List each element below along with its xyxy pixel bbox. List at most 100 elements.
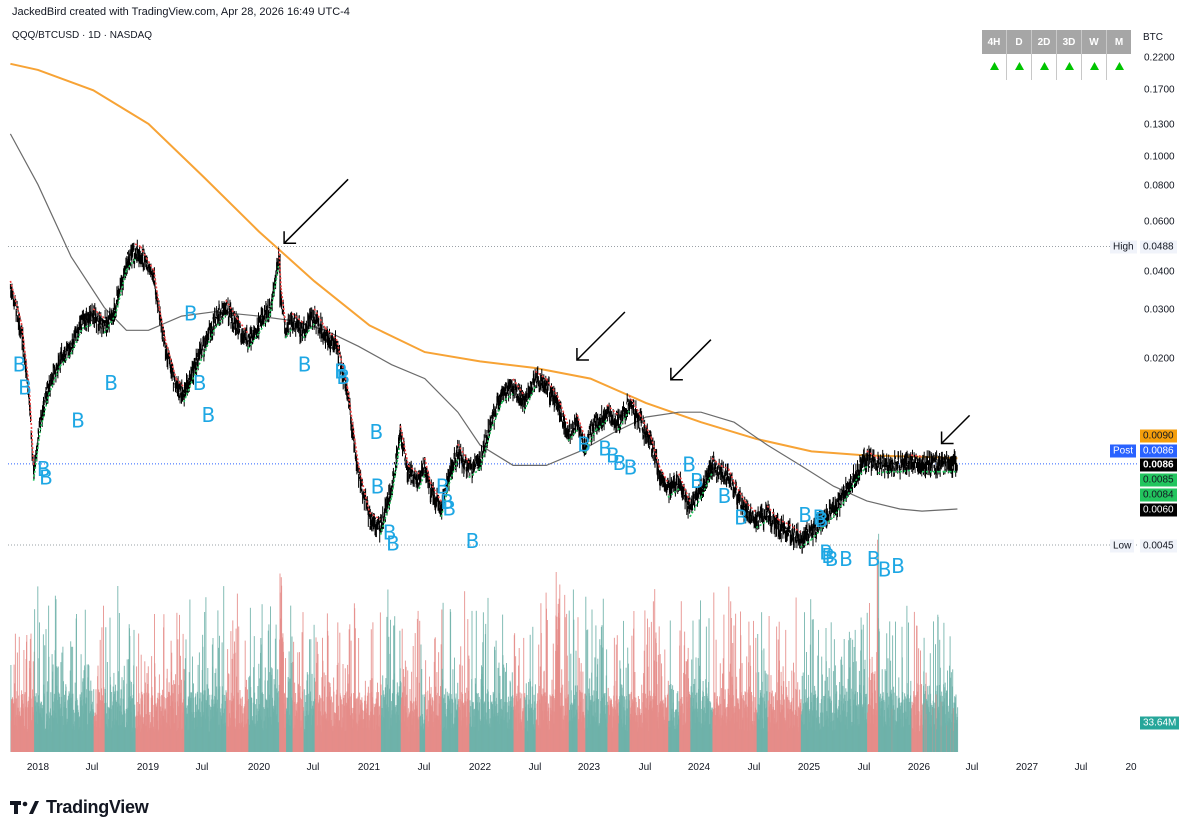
volume-bar xyxy=(568,610,570,752)
volume-bar xyxy=(562,684,564,752)
volume-bar xyxy=(269,672,271,752)
volume-bar xyxy=(212,638,214,752)
volume-bar xyxy=(235,628,237,752)
volume-bar xyxy=(821,656,823,752)
volume-bar xyxy=(769,692,771,752)
volume-bar xyxy=(684,661,686,752)
volume-bar xyxy=(28,660,30,752)
volume-bar xyxy=(637,707,638,752)
volume-bar xyxy=(616,635,618,752)
volume-bar xyxy=(900,702,902,752)
volume-bar xyxy=(854,629,856,752)
volume-bar xyxy=(699,665,700,752)
volume-bar xyxy=(90,680,92,752)
volume-bar xyxy=(56,667,58,752)
chart-caption: JackedBird created with TradingView.com,… xyxy=(12,6,350,18)
volume-bar xyxy=(743,701,745,752)
volume-bar xyxy=(730,601,732,752)
volume-bar xyxy=(728,586,730,752)
volume-bar xyxy=(386,616,388,752)
volume-bar xyxy=(768,616,770,752)
volume-bar xyxy=(946,690,947,752)
volume-bar xyxy=(750,665,752,752)
volume-bar xyxy=(421,669,423,752)
volume-bar xyxy=(182,633,184,752)
volume-bar xyxy=(184,658,186,752)
volume-bar xyxy=(656,684,658,752)
volume-bar xyxy=(452,702,454,752)
volume-bar xyxy=(833,639,835,752)
volume-bar xyxy=(245,687,246,752)
volume-bar xyxy=(268,624,270,752)
volume-bar xyxy=(388,636,390,752)
volume-bar xyxy=(84,609,86,752)
volume-bar xyxy=(299,697,301,752)
volume-bar xyxy=(288,651,290,752)
volume-bar xyxy=(757,634,759,752)
volume-bar xyxy=(327,635,329,752)
volume-bar xyxy=(587,629,589,752)
volume-bar xyxy=(111,692,113,752)
volume-bar xyxy=(920,650,921,752)
volume-bar xyxy=(163,614,165,752)
volume-bar xyxy=(403,686,405,752)
volume-bar xyxy=(895,621,896,752)
volume-bar xyxy=(950,677,952,752)
volume-bar xyxy=(518,648,520,752)
volume-bar xyxy=(205,597,207,752)
volume-bar xyxy=(887,658,889,752)
volume-bar xyxy=(34,609,36,752)
volume-bar xyxy=(866,612,868,752)
volume-bar xyxy=(816,698,818,752)
volume-bar xyxy=(60,662,62,752)
volume-bar xyxy=(260,644,262,752)
panel-divider xyxy=(1081,30,1082,80)
volume-bar xyxy=(908,622,909,752)
volume-bar xyxy=(270,667,272,752)
volume-bar xyxy=(860,617,862,752)
volume-bar xyxy=(534,684,536,752)
volume-bar xyxy=(354,608,356,752)
volume-bar xyxy=(817,655,819,752)
volume-bar xyxy=(801,675,803,752)
volume-bar xyxy=(644,610,646,752)
volume-bar xyxy=(615,644,617,752)
up-triangle-icon xyxy=(982,58,1006,74)
volume-bar xyxy=(236,676,238,752)
volume-bar xyxy=(746,656,748,752)
currency-selector[interactable]: BTC xyxy=(1143,32,1163,43)
volume-bar xyxy=(138,693,140,752)
volume-bar xyxy=(290,663,292,752)
volume-bar xyxy=(372,703,374,752)
volume-bar xyxy=(548,707,550,752)
volume-bar xyxy=(467,619,469,752)
volume-bar xyxy=(637,696,639,752)
volume-bar xyxy=(204,612,206,752)
volume-bar xyxy=(626,708,628,752)
volume-bar xyxy=(650,621,652,752)
volume-bar xyxy=(631,635,633,752)
volume-bar xyxy=(55,599,57,752)
volume-bar xyxy=(253,667,255,752)
volume-bar xyxy=(274,638,276,752)
volume-bar xyxy=(377,692,379,752)
volume-bar xyxy=(270,606,271,752)
volume-bar xyxy=(715,639,717,752)
volume-bar xyxy=(585,596,587,752)
volume-bar xyxy=(680,601,682,752)
volume-bar xyxy=(14,633,16,752)
volume-bar xyxy=(658,626,660,752)
volume-bar xyxy=(262,694,264,752)
volume-bar xyxy=(793,672,795,752)
volume-bar xyxy=(573,619,575,752)
volume-bar xyxy=(853,647,855,752)
volume-bar xyxy=(192,656,193,752)
volume-bar xyxy=(777,639,779,752)
volume-bar xyxy=(863,669,865,752)
volume-bar xyxy=(600,626,602,752)
volume-bar xyxy=(357,696,359,752)
symbol-title[interactable]: QQQ/BTCUSD · 1D · NASDAQ xyxy=(12,30,153,41)
volume-bar xyxy=(406,694,408,752)
volume-bar xyxy=(940,695,942,752)
